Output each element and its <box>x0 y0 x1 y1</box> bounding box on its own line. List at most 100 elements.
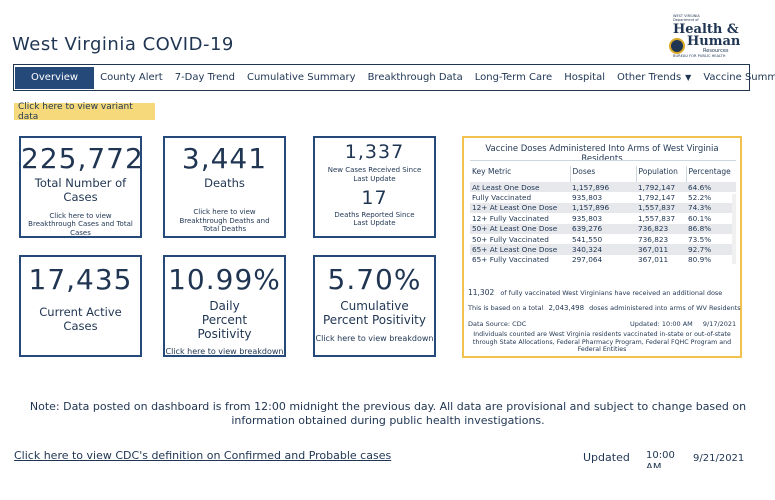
column-header-population: Population <box>636 166 687 182</box>
new-cases-value: 1,337 <box>344 141 405 163</box>
table-cell: 12+ At Least One Dose <box>470 202 570 214</box>
tab-cumulative-summary[interactable]: Cumulative Summary <box>246 72 356 83</box>
logo-resources-text: Resources <box>703 48 729 54</box>
deaths-link[interactable]: Click here to view Breakthrough Deaths a… <box>179 207 270 234</box>
vaccine-panel: Vaccine Doses Administered Into Arms of … <box>462 136 742 358</box>
logo-state-text: WEST VIRGINIA <box>673 14 700 18</box>
table-cell: 367,011 <box>636 244 686 255</box>
caret-down-icon: ▼ <box>685 73 692 82</box>
divider <box>470 160 736 161</box>
table-cell: 1,792,147 <box>636 182 686 193</box>
table-row: 65+ At Least One Dose 340,324 367,011 92… <box>470 244 736 255</box>
active-cases-card: 17,435 Current Active Cases <box>19 255 142 357</box>
main-nav: Overview County Alert 7-Day Trend Cumula… <box>13 64 775 91</box>
logo-dept-text: Department of <box>673 18 699 22</box>
logo-health-text: Health & <box>673 22 739 37</box>
vaccine-updated-time: Updated: 10:00 AM <box>630 320 693 328</box>
logo-human-text: Human <box>687 34 741 49</box>
total-doses-suffix: doses administered into arms of WV Resid… <box>589 304 741 312</box>
total-cases-label: Total Number of Cases <box>34 176 127 204</box>
logo-bureau-text: BUREAU FOR PUBLIC HEALTH <box>673 54 726 58</box>
table-cell: 50+ Fully Vaccinated <box>472 234 549 244</box>
vaccine-table: Key Metric Doses Population Percentage A… <box>470 166 736 265</box>
active-cases-value: 17,435 <box>28 263 133 296</box>
tab-7-day-trend[interactable]: 7-Day Trend <box>174 72 235 83</box>
table-cell: 935,803 <box>572 193 603 203</box>
tab-vaccine-summary[interactable]: Vaccine Summary <box>703 72 775 83</box>
table-cell: At Least One Dose <box>470 182 570 193</box>
daily-positivity-card[interactable]: 10.99% Daily Percent Positivity Click he… <box>163 255 286 357</box>
table-cell: 86.8% <box>686 223 736 234</box>
table-cell: 12+ Fully Vaccinated <box>472 213 549 223</box>
table-row: 65+ Fully Vaccinated 297,064 367,011 80.… <box>470 255 736 265</box>
table-cell: 50+ At Least One Dose <box>470 223 570 234</box>
new-cases-label: New Cases Received Since Last Update <box>327 166 422 183</box>
new-cases-card: 1,337 New Cases Received Since Last Upda… <box>313 136 436 238</box>
tab-long-term-care[interactable]: Long-Term Care <box>474 72 553 83</box>
table-row: 50+ Fully Vaccinated 541,550 736,823 73.… <box>470 234 736 244</box>
column-header-doses: Doses <box>570 166 637 182</box>
tab-overview[interactable]: Overview <box>15 66 95 89</box>
table-cell: 80.9% <box>688 255 712 265</box>
tab-other-trends-label: Other Trends <box>617 72 682 83</box>
data-source: Data Source: CDC <box>468 320 527 328</box>
daily-positivity-link[interactable]: Click here to view breakdown <box>165 347 284 357</box>
table-cell: 639,276 <box>570 223 636 234</box>
tab-county-alert[interactable]: County Alert <box>100 72 163 83</box>
table-cell: 541,550 <box>572 234 603 244</box>
page-title: West Virginia COVID-19 <box>12 34 234 55</box>
vaccine-updated: Updated: 10:00 AM 9/17/2021 <box>630 320 736 328</box>
wv-dhhr-logo: WEST VIRGINIA Department of Health & Hum… <box>667 14 747 60</box>
tab-hospital[interactable]: Hospital <box>564 72 606 83</box>
vaccine-updated-date: 9/17/2021 <box>702 320 737 328</box>
total-cases-value: 225,772 <box>21 142 144 175</box>
table-header-row: Key Metric Doses Population Percentage <box>470 166 736 182</box>
table-cell: 52.2% <box>688 193 712 203</box>
deaths-card[interactable]: 3,441 Deaths Click here to view Breakthr… <box>163 136 286 238</box>
cumulative-positivity-link[interactable]: Click here to view breakdown <box>315 333 434 343</box>
new-deaths-value: 17 <box>361 186 388 209</box>
table-cell: Fully Vaccinated <box>472 193 532 203</box>
state-seal-icon <box>669 38 685 54</box>
tab-breakthrough-data[interactable]: Breakthrough Data <box>367 72 463 83</box>
cumulative-positivity-value: 5.70% <box>327 263 422 296</box>
daily-positivity-label: Daily Percent Positivity <box>197 299 252 341</box>
variant-data-button[interactable]: Click here to view variant data <box>14 102 155 122</box>
table-cell: 1,557,837 <box>636 202 686 214</box>
table-cell: 297,064 <box>572 255 603 265</box>
table-cell: 65+ At Least One Dose <box>470 244 570 255</box>
table-row: At Least One Dose 1,157,896 1,792,147 64… <box>470 182 736 193</box>
tab-other-trends[interactable]: Other Trends ▼ <box>611 65 697 90</box>
new-deaths-label: Deaths Reported Since Last Update <box>334 210 415 228</box>
data-disclaimer: Note: Data posted on dashboard is from 1… <box>29 400 747 428</box>
table-cell: 1,157,896 <box>570 202 636 214</box>
table-cell: 1,157,896 <box>570 182 636 193</box>
table-cell: 64.6% <box>686 182 736 193</box>
table-cell: 1,792,147 <box>638 193 676 203</box>
cdc-definition-link[interactable]: Click here to view CDC's definition on C… <box>14 449 392 462</box>
vaccine-panel-title: Vaccine Doses Administered Into Arms of … <box>485 144 719 164</box>
table-row: 12+ At Least One Dose 1,157,896 1,557,83… <box>470 202 736 214</box>
table-cell: 65+ Fully Vaccinated <box>472 255 549 265</box>
table-cell: 92.7% <box>686 244 736 255</box>
total-cases-card[interactable]: 225,772 Total Number of Cases Click here… <box>19 136 144 238</box>
table-cell: 1,557,837 <box>638 213 676 223</box>
table-row: Fully Vaccinated 935,803 1,792,147 52.2% <box>470 192 736 202</box>
footer-updated-time: 10:00 AM <box>646 450 675 468</box>
daily-positivity-value: 10.99% <box>168 263 281 296</box>
additional-dose-text: of fully vaccinated West Virginians have… <box>500 289 723 297</box>
column-header-percentage: Percentage <box>688 167 731 176</box>
table-cell: 367,011 <box>638 255 669 265</box>
table-row: 50+ At Least One Dose 639,276 736,823 86… <box>470 223 736 234</box>
table-row: 12+ Fully Vaccinated 935,803 1,557,837 6… <box>470 213 736 223</box>
table-scrollbar[interactable] <box>732 194 736 264</box>
total-cases-link[interactable]: Click here to view Breakthrough Cases an… <box>28 211 133 238</box>
total-doses-note: This is based on a total 2,043,498 doses… <box>468 304 741 312</box>
column-header-key-metric: Key Metric <box>470 166 571 182</box>
deaths-label: Deaths <box>204 176 245 190</box>
cumulative-positivity-label: Cumulative Percent Positivity <box>323 299 426 327</box>
footer-updated-date: 9/21/2021 <box>693 453 745 464</box>
table-cell: 73.5% <box>688 234 712 244</box>
cumulative-positivity-card[interactable]: 5.70% Cumulative Percent Positivity Clic… <box>313 255 436 357</box>
table-cell: 340,324 <box>570 244 636 255</box>
